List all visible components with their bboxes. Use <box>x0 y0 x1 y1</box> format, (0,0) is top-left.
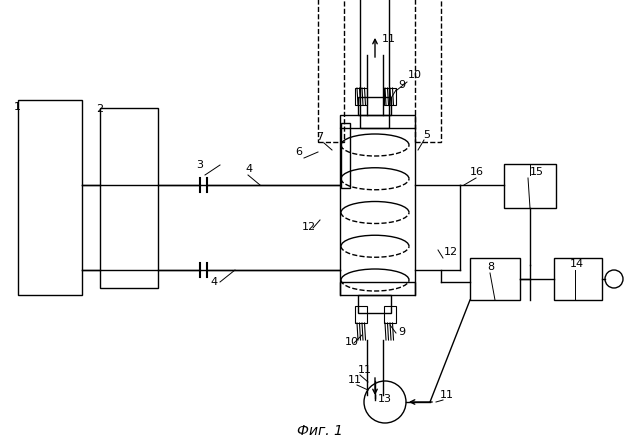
Text: 10: 10 <box>408 70 422 80</box>
Text: 4: 4 <box>210 277 217 287</box>
Text: 15: 15 <box>530 167 544 177</box>
Bar <box>470 258 520 300</box>
Text: 12: 12 <box>444 247 458 257</box>
Text: 7: 7 <box>316 132 323 142</box>
Text: 2: 2 <box>96 104 103 114</box>
Bar <box>355 306 367 323</box>
Text: 11: 11 <box>358 365 372 375</box>
Text: 9: 9 <box>398 327 405 337</box>
Text: 11: 11 <box>348 375 362 385</box>
Text: 11: 11 <box>382 34 396 44</box>
Bar <box>554 258 602 300</box>
Bar <box>360 0 389 128</box>
Text: 6: 6 <box>295 147 302 157</box>
Bar <box>504 164 556 208</box>
Text: 5: 5 <box>423 130 430 140</box>
Bar <box>340 282 415 295</box>
Text: 10: 10 <box>345 337 359 347</box>
Bar <box>384 306 396 323</box>
Bar <box>341 123 350 188</box>
Text: 4: 4 <box>245 164 252 174</box>
Text: 8: 8 <box>487 262 494 272</box>
Bar <box>358 295 391 313</box>
Text: 12: 12 <box>302 222 316 232</box>
Text: 1: 1 <box>14 102 21 112</box>
Bar <box>318 0 344 142</box>
Bar <box>384 88 396 105</box>
Bar <box>355 88 367 105</box>
Text: 3: 3 <box>196 160 203 170</box>
Bar <box>415 0 441 142</box>
Bar <box>18 100 82 295</box>
Bar <box>358 97 391 115</box>
Text: 16: 16 <box>470 167 484 177</box>
Bar <box>100 108 158 288</box>
Text: 13: 13 <box>378 394 392 404</box>
Text: Фиг. 1: Фиг. 1 <box>297 424 343 438</box>
Bar <box>340 115 415 128</box>
Text: 9: 9 <box>398 80 405 90</box>
Text: 14: 14 <box>570 259 584 269</box>
Text: 11: 11 <box>440 390 454 400</box>
